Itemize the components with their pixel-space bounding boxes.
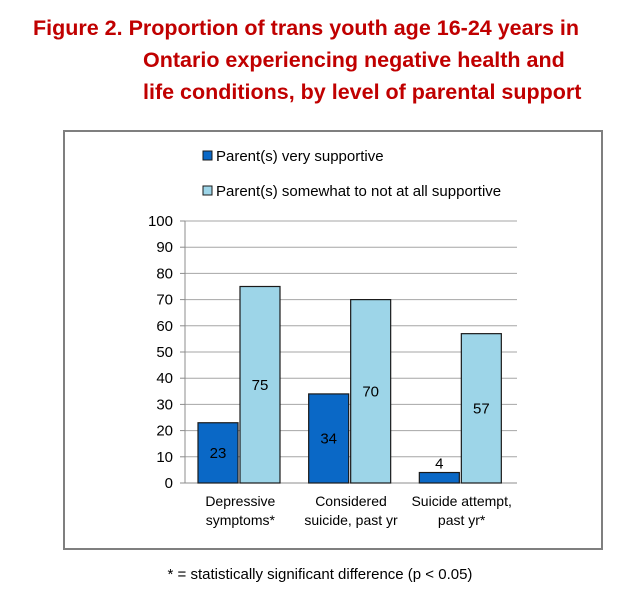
- data-label-less-supportive-3: 57: [473, 400, 490, 417]
- bar-less-supportive-1: [239, 285, 281, 484]
- title-line-1: Figure 2. Proportion of trans youth age …: [33, 16, 579, 40]
- category-label-3-line-2: past yr*: [438, 512, 486, 528]
- y-tick-label-0: 0: [165, 475, 173, 492]
- bar-supportive-3: [418, 471, 460, 484]
- y-tick-label-60: 60: [156, 318, 173, 335]
- bar-supportive-1: [197, 422, 239, 484]
- category-label-3-line-1: Suicide attempt,: [411, 493, 511, 509]
- y-tick-label-80: 80: [156, 265, 173, 282]
- y-tick-label-30: 30: [156, 396, 173, 413]
- bar-chart: 0 10 20 30 40 50 60 70 80 90 100 23 75 Depressive symp…: [148, 148, 517, 528]
- category-label-2-line-2: suicide, past yr: [304, 512, 398, 528]
- footnote: * = statistically significant difference…: [167, 566, 473, 583]
- category-label-1-line-2: symptoms*: [206, 512, 276, 528]
- category-label-2-line-1: Considered: [315, 493, 387, 509]
- y-tick-label-10: 10: [156, 449, 173, 466]
- bar-less-supportive-3: [460, 333, 502, 484]
- legend-label-1: Parent(s) very supportive: [216, 148, 384, 165]
- y-tick-label-50: 50: [156, 344, 173, 361]
- y-tick-label-100: 100: [148, 213, 173, 230]
- legend-swatch-1: [202, 150, 213, 161]
- title-line-3: life conditions, by level of parental su…: [143, 80, 582, 104]
- bar-supportive-2: [308, 393, 350, 484]
- data-label-less-supportive-2: 70: [362, 383, 379, 400]
- data-label-supportive-2: 34: [320, 430, 337, 447]
- data-label-less-supportive-1: 75: [252, 377, 269, 394]
- data-label-supportive-1: 23: [210, 445, 227, 462]
- data-label-supportive-3: 4: [435, 456, 443, 473]
- figure-title: Figure 2. Proportion of trans youth age …: [0, 0, 640, 110]
- bar-less-supportive-2: [350, 299, 392, 484]
- legend-swatch-2: [202, 185, 213, 196]
- chart-frame: 0 10 20 30 40 50 60 70 80 90 100 23 75 Depressive symp…: [63, 130, 603, 550]
- legend-label-2: Parent(s) somewhat to not at all support…: [216, 183, 501, 200]
- y-tick-label-20: 20: [156, 423, 173, 440]
- y-tick-label-90: 90: [156, 239, 173, 256]
- y-tick-label-40: 40: [156, 370, 173, 387]
- category-label-1-line-1: Depressive: [205, 493, 275, 509]
- title-line-2: Ontario experiencing negative health and: [143, 48, 565, 72]
- y-tick-label-70: 70: [156, 292, 173, 309]
